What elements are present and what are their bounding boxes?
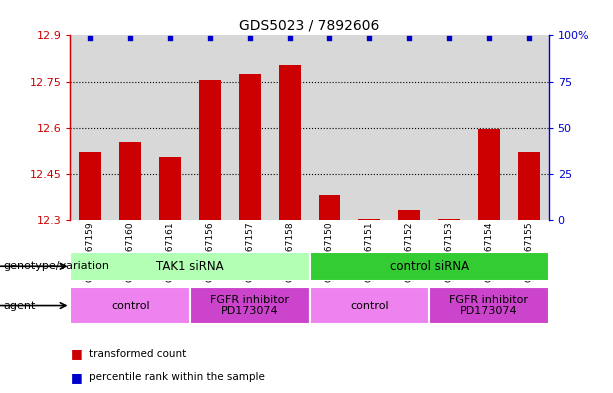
Point <box>125 35 135 42</box>
Point <box>166 35 175 42</box>
Title: GDS5023 / 7892606: GDS5023 / 7892606 <box>240 19 379 33</box>
Bar <box>279 64 300 220</box>
Bar <box>150 35 190 220</box>
Text: FGFR inhibitor
PD173074: FGFR inhibitor PD173074 <box>449 295 528 316</box>
Point <box>86 35 96 42</box>
Point <box>484 35 494 42</box>
Bar <box>190 287 310 324</box>
Bar <box>310 35 349 220</box>
Point <box>524 35 533 42</box>
Text: control: control <box>350 301 389 310</box>
Bar <box>120 141 141 220</box>
Point <box>364 35 374 42</box>
Bar <box>398 210 420 220</box>
Text: ■: ■ <box>70 371 82 384</box>
Text: ■: ■ <box>70 347 82 360</box>
Bar <box>429 287 549 324</box>
Bar <box>509 35 549 220</box>
Bar <box>80 152 101 220</box>
Text: agent: agent <box>3 301 36 310</box>
Bar <box>110 35 150 220</box>
Bar <box>190 35 230 220</box>
Bar <box>159 157 181 220</box>
Bar <box>239 74 261 220</box>
Point <box>444 35 454 42</box>
Bar <box>270 35 310 220</box>
Point <box>245 35 255 42</box>
Bar <box>319 195 340 220</box>
Bar <box>518 152 539 220</box>
Bar <box>230 35 270 220</box>
Bar <box>310 287 429 324</box>
Text: genotype/variation: genotype/variation <box>3 261 109 271</box>
Bar <box>429 35 469 220</box>
Bar <box>70 252 310 281</box>
Bar <box>70 35 110 220</box>
Bar <box>438 219 460 220</box>
Point <box>284 35 294 42</box>
Bar <box>349 35 389 220</box>
Bar <box>310 252 549 281</box>
Point <box>405 35 414 42</box>
Bar <box>389 35 429 220</box>
Bar <box>469 35 509 220</box>
Point <box>205 35 215 42</box>
Bar <box>70 287 190 324</box>
Text: transformed count: transformed count <box>89 349 186 359</box>
Text: percentile rank within the sample: percentile rank within the sample <box>89 372 265 382</box>
Text: FGFR inhibitor
PD173074: FGFR inhibitor PD173074 <box>210 295 289 316</box>
Text: TAK1 siRNA: TAK1 siRNA <box>156 260 224 273</box>
Bar <box>199 80 221 220</box>
Bar <box>478 129 500 220</box>
Text: control siRNA: control siRNA <box>389 260 469 273</box>
Text: control: control <box>111 301 150 310</box>
Point <box>325 35 335 42</box>
Bar <box>359 219 380 220</box>
